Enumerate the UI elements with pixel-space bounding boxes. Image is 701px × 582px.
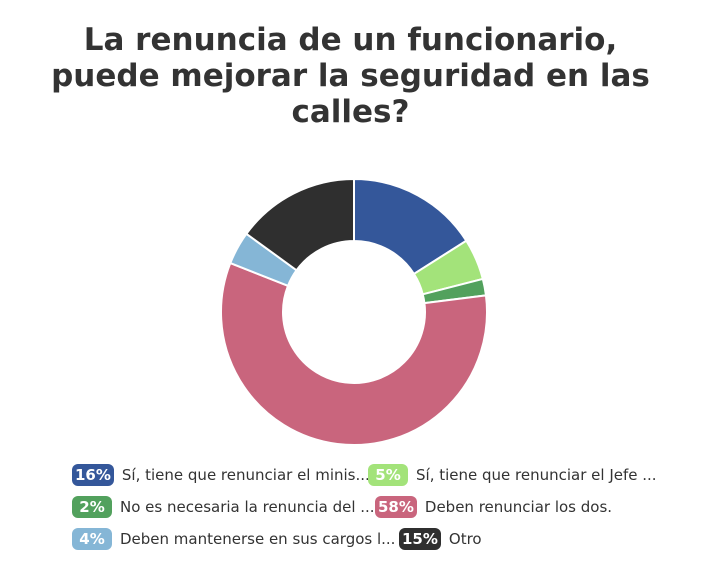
legend-item[interactable]: 5% Sí, tiene que renunciar el Jefe ... [368,463,657,487]
donut-slice-3[interactable] [220,261,488,446]
legend-label: No es necesaria la renuncia del ... [120,498,375,516]
legend-label: Sí, tiene que renunciar el Jefe ... [416,466,657,484]
legend-percent-badge: 15% [399,528,441,550]
chart-title: La renuncia de un funcionario, puede mej… [0,22,701,130]
legend-item[interactable]: 4% Deben mantenerse en sus cargos l... [72,527,395,551]
legend-percent-badge: 4% [72,528,112,550]
title-line-3: calles? [291,94,410,130]
legend-label: Sí, tiene que renunciar el minis... [121,466,370,484]
legend-percent-badge: 16% [72,464,114,486]
legend-item[interactable]: 15% Otro [399,527,482,551]
legend-percent-badge: 5% [368,464,408,486]
legend-percent-badge: 2% [72,496,112,518]
legend-item[interactable]: 58% Deben renunciar los dos. [375,495,612,519]
title-line-1: La renuncia de un funcionario, [83,22,618,58]
legend-label: Deben mantenerse en sus cargos l... [120,530,396,548]
legend-percent-badge: 58% [375,496,417,518]
legend-label: Otro [448,530,482,548]
legend-label: Deben renunciar los dos. [424,498,613,516]
legend-item[interactable]: 2% No es necesaria la renuncia del ... [72,495,375,519]
legend-item[interactable]: 16% Sí, tiene que renunciar el minis... [72,463,370,487]
donut-slice-5[interactable] [245,177,355,272]
title-line-2: puede mejorar la seguridad en las [51,58,650,94]
